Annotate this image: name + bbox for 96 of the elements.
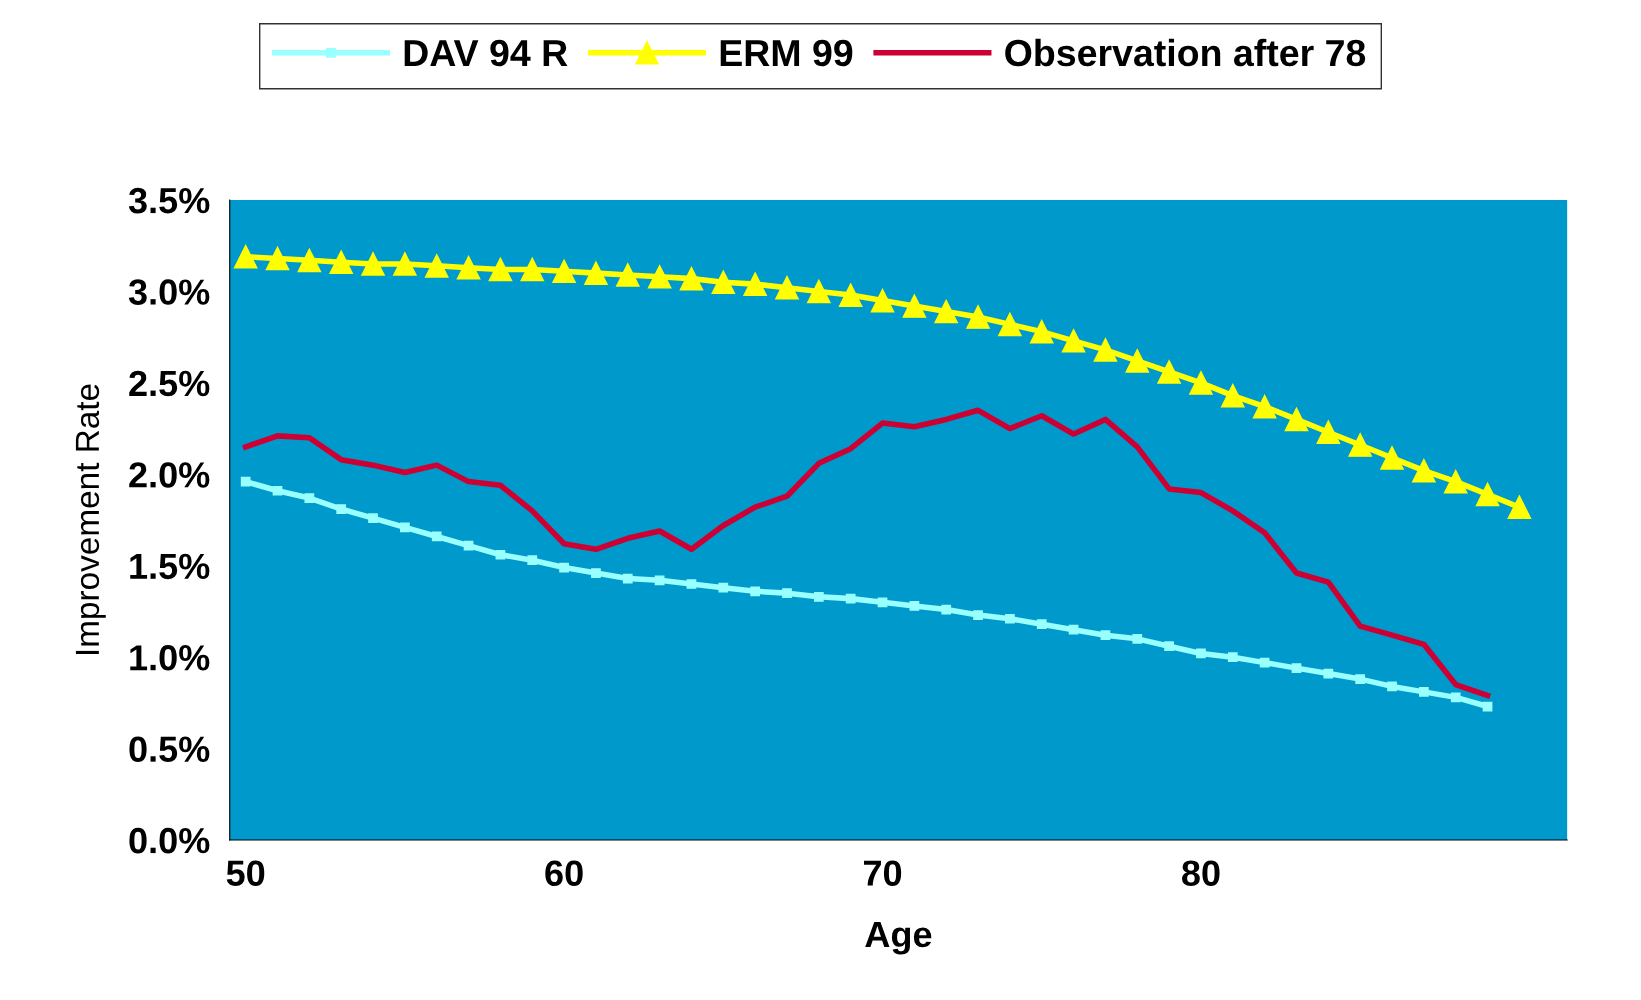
point (1507, 495, 1532, 520)
point (1252, 394, 1277, 419)
point (1412, 458, 1436, 483)
point (1316, 420, 1341, 445)
y-tick-label: 0.0% (129, 827, 210, 854)
point (424, 254, 449, 278)
point (265, 246, 290, 271)
y-tick-label: 1.5% (130, 553, 210, 580)
point (527, 555, 538, 566)
point (1164, 641, 1174, 652)
point (329, 250, 353, 274)
point (1029, 319, 1054, 344)
x-tick-label: 50 (226, 860, 265, 886)
point (1100, 630, 1111, 641)
point (488, 257, 513, 282)
point (1380, 446, 1404, 470)
point (1323, 668, 1334, 679)
point (456, 255, 481, 280)
point (654, 575, 665, 586)
y-tick-label: 2.0% (129, 462, 210, 488)
point (622, 573, 633, 584)
point (240, 476, 251, 487)
point (845, 593, 856, 604)
y-tick-label: 2.5% (129, 370, 210, 397)
x-axis-title: Age (865, 922, 932, 955)
point (591, 568, 601, 578)
point (1196, 648, 1206, 659)
point (615, 263, 640, 287)
point (718, 582, 729, 593)
point (1061, 328, 1086, 353)
point (813, 591, 824, 602)
point (902, 294, 927, 318)
point (686, 579, 697, 589)
point (1227, 652, 1238, 663)
point (998, 312, 1022, 337)
point (1132, 633, 1143, 644)
point (272, 485, 283, 496)
point (393, 252, 417, 276)
point (966, 305, 990, 329)
point (782, 588, 792, 599)
point (775, 275, 799, 300)
legend-label: Observation after 78 (1005, 38, 1366, 67)
point (807, 279, 831, 304)
y-axis-title: Improvement Rate (75, 384, 106, 655)
point (1450, 692, 1461, 703)
point (1157, 360, 1181, 384)
point (973, 610, 983, 620)
y-tick-label: 1.0% (130, 645, 210, 671)
point (647, 264, 672, 289)
point (679, 266, 704, 291)
x-tick-label: 60 (545, 860, 583, 886)
point (909, 601, 920, 611)
point (870, 288, 895, 313)
point (1418, 687, 1429, 697)
point (297, 248, 322, 273)
point (1443, 469, 1468, 494)
point (552, 259, 576, 284)
point (559, 562, 569, 573)
point (743, 272, 767, 296)
point (1093, 338, 1118, 362)
point (336, 504, 347, 514)
legend-label: DAV 94 R (404, 39, 568, 67)
point (1475, 482, 1500, 507)
y-tick-label: 3.5% (128, 187, 210, 214)
point (1125, 349, 1150, 373)
point (1005, 613, 1015, 624)
point (431, 531, 442, 542)
point (1220, 383, 1245, 408)
point (520, 257, 545, 282)
point (1355, 674, 1366, 684)
point (750, 586, 761, 597)
x-tick-label: 80 (1182, 860, 1220, 886)
point (1259, 657, 1270, 668)
x-tick-label: 70 (864, 860, 902, 886)
point (838, 283, 863, 307)
point (1348, 433, 1372, 457)
point (1291, 663, 1302, 673)
point (941, 604, 952, 615)
point (1189, 371, 1213, 395)
point (934, 299, 959, 324)
point (1284, 407, 1309, 432)
legend-label: ERM 99 (720, 39, 853, 67)
point (400, 522, 410, 533)
point (1387, 681, 1397, 692)
y-tick-label: 0.5% (129, 736, 210, 763)
point (233, 244, 258, 269)
point (1036, 619, 1047, 630)
point (584, 261, 608, 285)
point (711, 270, 736, 295)
point (877, 597, 888, 608)
point (304, 493, 315, 503)
point (1068, 624, 1079, 635)
y-tick-label: 3.0% (128, 279, 210, 305)
point (368, 513, 378, 524)
point (361, 252, 385, 276)
point (495, 549, 506, 560)
